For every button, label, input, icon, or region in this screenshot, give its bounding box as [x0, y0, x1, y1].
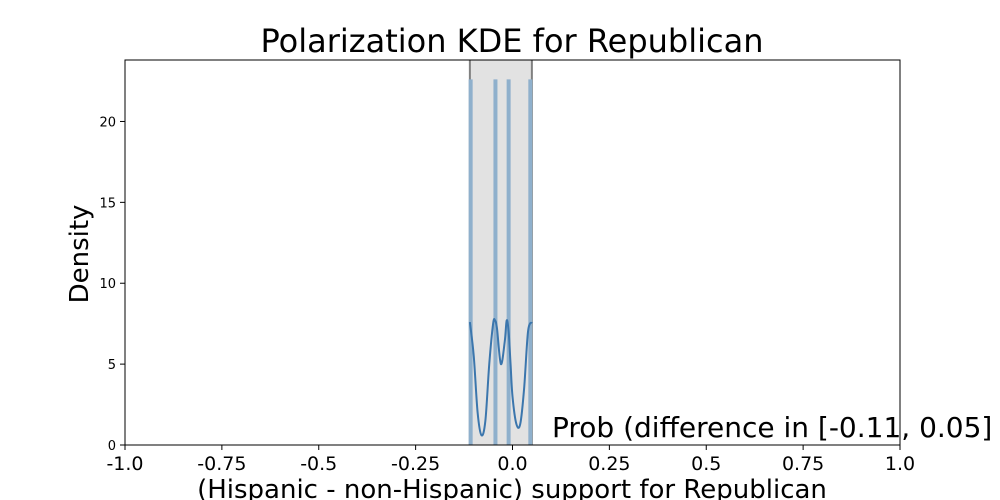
x-tick-label: -0.75 [197, 453, 246, 475]
kde-layer [468, 318, 533, 437]
x-axis-ticks: -1.0 -0.75 -0.5 -0.25 0.0 0.25 0.5 0.75 1.0 [106, 445, 915, 475]
x-tick-label: 0.5 [691, 453, 721, 475]
y-tick-label: 5 [108, 358, 116, 373]
probability-annotation: Prob (difference in [-0.11, 0.05] [552, 411, 992, 444]
x-tick-label: -0.25 [391, 453, 440, 475]
y-axis-label: Density [65, 205, 95, 304]
x-tick-label: 0.0 [497, 453, 527, 475]
chart-title: Polarization KDE for Republican [261, 22, 764, 60]
x-tick-label: 0.75 [782, 453, 824, 475]
x-tick-label: 0.25 [588, 453, 630, 475]
x-tick-label: -0.5 [300, 453, 337, 475]
interval-layer [468, 60, 533, 445]
y-axis-ticks: 0 5 10 15 20 [99, 115, 125, 454]
y-tick-label: 10 [99, 277, 116, 292]
y-tick-label: 20 [99, 115, 116, 130]
x-tick-label: 1.0 [885, 453, 915, 475]
x-axis-label: (Hispanic - non-Hispanic) support for Re… [197, 475, 827, 500]
interval-band [469, 60, 532, 445]
vertical-lines-layer [468, 79, 533, 445]
y-tick-label: 15 [99, 196, 116, 211]
kde-curve [468, 318, 533, 437]
y-tick-label: 0 [108, 439, 116, 454]
x-tick-label: -1.0 [106, 453, 143, 475]
